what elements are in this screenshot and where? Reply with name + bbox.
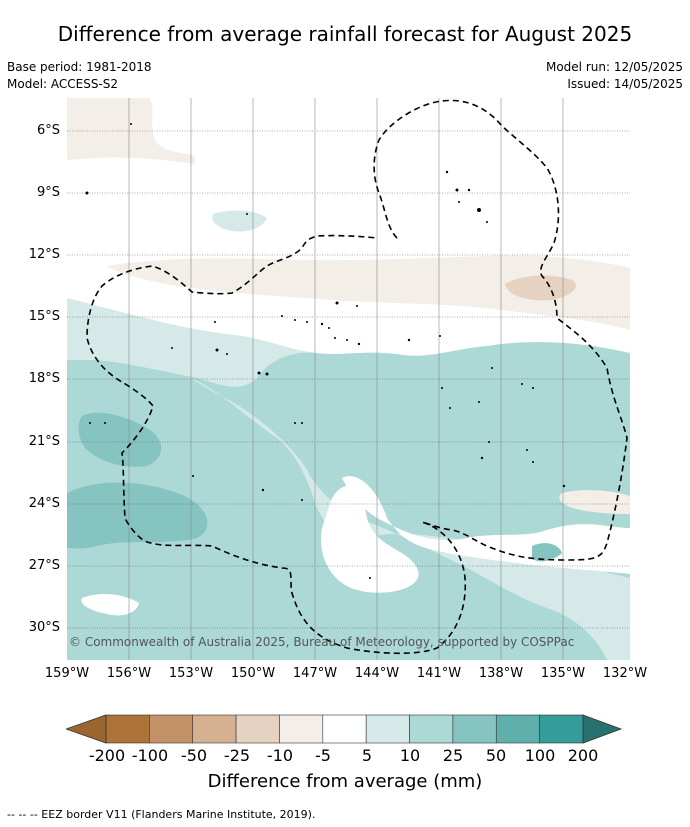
rain-region-neutral-sw xyxy=(81,593,139,616)
lat-label-27s: 27°S xyxy=(28,558,60,573)
lon-label-147w: 147°W xyxy=(292,666,338,681)
colorbar-tick: -10 xyxy=(266,746,294,765)
rainfall-map: © Commonwealth of Australia 2025, Bureau… xyxy=(67,98,630,660)
lon-label-153w: 153°W xyxy=(168,666,214,681)
model-name: Model: ACCESS-S2 xyxy=(7,77,119,91)
colorbar-tick: 25 xyxy=(442,746,464,765)
metadata-right: Model run: 12/05/2025 Issued: 14/05/2025 xyxy=(546,59,683,93)
lat-label-21s: 21°S xyxy=(28,434,60,449)
colorbar-cell xyxy=(409,714,454,744)
colorbar-cell xyxy=(192,714,237,744)
lat-label-9s: 9°S xyxy=(36,185,60,200)
rain-region-minus-5-10 xyxy=(107,255,630,330)
colorbar-cell xyxy=(539,714,584,744)
colorbar-tick: 100 xyxy=(524,746,556,765)
colorbar-cell xyxy=(149,714,194,744)
colorbar-cells xyxy=(105,714,584,744)
lon-label-138w: 138°W xyxy=(478,666,524,681)
rain-region-neutral-north xyxy=(67,273,630,356)
island-markers xyxy=(85,123,566,579)
eez-border xyxy=(86,99,628,655)
colorbar-cell xyxy=(495,714,540,744)
colorbar-extend-low xyxy=(66,714,107,744)
colorbar-tick: 200 xyxy=(567,746,599,765)
colorbar-extend-high xyxy=(582,714,623,744)
issued-date: Issued: 14/05/2025 xyxy=(567,77,683,91)
colorbar-tick: -5 xyxy=(315,746,331,765)
longitude-gridlines xyxy=(128,98,564,660)
lat-label-6s: 6°S xyxy=(36,123,60,138)
colorbar-tick: -25 xyxy=(223,746,251,765)
metadata-left: Base period: 1981-2018 Model: ACCESS-S2 xyxy=(7,59,152,93)
colorbar-tick: -200 xyxy=(88,746,126,765)
colorbar-tick: 50 xyxy=(485,746,507,765)
colorbar-cell xyxy=(105,714,150,744)
lat-label-30s: 30°S xyxy=(28,620,60,635)
colorbar-cell xyxy=(452,714,497,744)
colorbar xyxy=(66,714,623,744)
colorbar-tick: -50 xyxy=(180,746,208,765)
lat-label-18s: 18°S xyxy=(28,371,60,386)
eez-legend: -- -- -- EEZ border V11 (Flanders Marine… xyxy=(7,808,316,821)
lon-label-135w: 135°W xyxy=(540,666,586,681)
colorbar-cell xyxy=(279,714,324,744)
rain-region-25-50-southwest xyxy=(67,482,208,549)
model-run: Model run: 12/05/2025 xyxy=(545,60,683,74)
colorbar-tick: 10 xyxy=(399,746,421,765)
lon-label-150w: 150°W xyxy=(230,666,276,681)
lat-label-12s: 12°S xyxy=(28,247,60,262)
base-period: Base period: 1981-2018 xyxy=(7,60,152,74)
lat-label-24s: 24°S xyxy=(28,496,60,511)
lon-label-144w: 144°W xyxy=(354,666,400,681)
lon-label-159w: 159°W xyxy=(44,666,90,681)
colorbar-cell xyxy=(235,714,280,744)
colorbar-cell xyxy=(322,714,367,744)
map-title: Difference from average rainfall forecas… xyxy=(57,22,633,46)
lon-label-156w: 156°W xyxy=(106,666,152,681)
rain-region-minus-10-25 xyxy=(505,275,576,301)
colorbar-label: Difference from average (mm) xyxy=(207,771,483,792)
colorbar-tick: 5 xyxy=(361,746,373,765)
lon-label-132w: 132°W xyxy=(602,666,648,681)
colorbar-tick: -100 xyxy=(131,746,169,765)
rain-region-25-50-east xyxy=(532,543,562,562)
rain-region-minus-5-10-north xyxy=(67,98,195,164)
copyright-notice: © Commonwealth of Australia 2025, Bureau… xyxy=(69,635,574,649)
rain-region-5-10-central xyxy=(187,376,630,660)
colorbar-cell xyxy=(365,714,410,744)
lat-label-15s: 15°S xyxy=(28,309,60,324)
rain-region-minus-5-10-south xyxy=(559,490,630,514)
lon-label-141w: 141°W xyxy=(416,666,462,681)
rain-region-25-50-west xyxy=(78,412,162,467)
